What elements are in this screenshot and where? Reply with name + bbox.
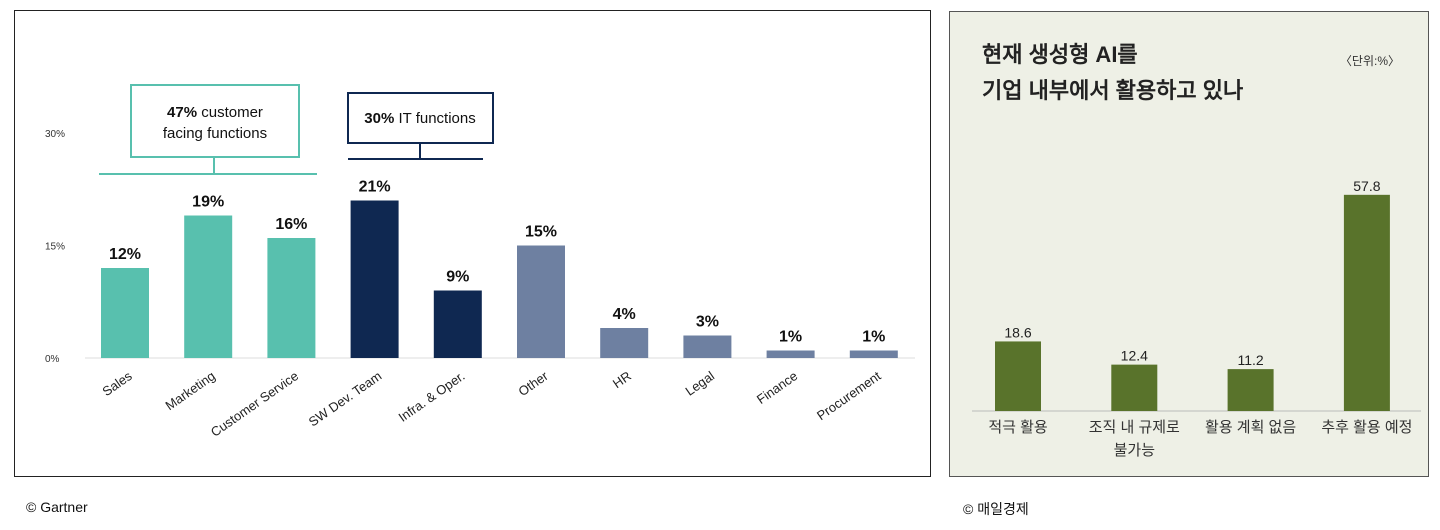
- data-label: 11.2: [1237, 352, 1263, 368]
- credit-gartner: © Gartner: [26, 499, 88, 515]
- bar: [1343, 194, 1390, 411]
- data-label: 16%: [275, 216, 307, 233]
- bar-customer-service: [267, 238, 316, 358]
- data-label: 4%: [613, 306, 636, 323]
- x-tick-label: Infra. & Oper.: [396, 368, 468, 425]
- y-tick-label: 0%: [45, 354, 60, 365]
- bar-infra-oper-: [433, 290, 482, 358]
- data-label: 19%: [192, 194, 224, 211]
- x-tick-label: Procurement: [814, 368, 884, 423]
- annotation-customer-line1: 47% customer: [167, 104, 263, 121]
- x-tick-label: 적극 활용: [988, 419, 1047, 436]
- x-tick-label: HR: [610, 368, 634, 391]
- annotation-box-it: [347, 92, 494, 144]
- gartner-bar-chart: 0% 15% 30% 12% Sales 19% Marketing 16% Customer …: [45, 84, 915, 440]
- bar-sw-dev-team: [350, 200, 399, 358]
- chart-title-line2: 기업 내부에서 활용하고 있나: [982, 78, 1243, 103]
- x-tick-label: 불가능: [1114, 442, 1156, 459]
- x-tick-label: Customer Service: [208, 368, 301, 440]
- x-tick-label: Marketing: [163, 368, 218, 413]
- credit-mk: © 매일경제: [963, 501, 1029, 517]
- x-tick-label: SW Dev. Team: [306, 368, 385, 429]
- x-tick-label: 추후 활용 예정: [1321, 419, 1412, 436]
- gartner-chart-panel: 0% 15% 30% 12% Sales 19% Marketing 16% Customer …: [14, 10, 931, 477]
- x-tick-label: Other: [515, 368, 551, 399]
- annotation-box-customer: [130, 84, 300, 158]
- bar: [1227, 369, 1274, 411]
- bar-legal: [683, 335, 732, 358]
- y-tick-label: 30%: [45, 129, 65, 140]
- x-tick-label: Finance: [754, 368, 800, 407]
- data-label: 1%: [779, 329, 802, 346]
- x-tick-label: Legal: [682, 368, 717, 399]
- bar-hr: [600, 328, 649, 358]
- x-tick-label: 활용 계획 없음: [1205, 419, 1296, 436]
- x-tick-label: Sales: [99, 368, 135, 399]
- data-label: 1%: [862, 329, 885, 346]
- data-label: 18.6: [1004, 324, 1031, 340]
- data-label: 9%: [446, 269, 469, 286]
- data-label: 15%: [525, 224, 557, 241]
- bar: [1111, 364, 1158, 411]
- chart-title-line1: 현재 생성형 AI를: [982, 42, 1138, 67]
- data-label: 12.4: [1121, 348, 1148, 364]
- bar-finance: [766, 350, 815, 358]
- annotation-it: 30% IT functions: [364, 110, 475, 127]
- y-tick-label: 15%: [45, 242, 65, 253]
- x-tick-label: 조직 내 규제로: [1089, 419, 1180, 436]
- data-label: 3%: [696, 314, 719, 331]
- bar-marketing: [184, 215, 233, 358]
- data-label: 21%: [359, 179, 391, 196]
- bar-other: [517, 245, 565, 358]
- bar: [995, 341, 1041, 411]
- bar-sales: [101, 268, 149, 358]
- unit-label: 〈단위:%〉: [1340, 54, 1400, 68]
- annotation-customer-line2: facing functions: [163, 125, 267, 142]
- data-label: 57.8: [1353, 178, 1380, 194]
- bar-procurement: [849, 350, 898, 358]
- data-label: 12%: [109, 246, 141, 263]
